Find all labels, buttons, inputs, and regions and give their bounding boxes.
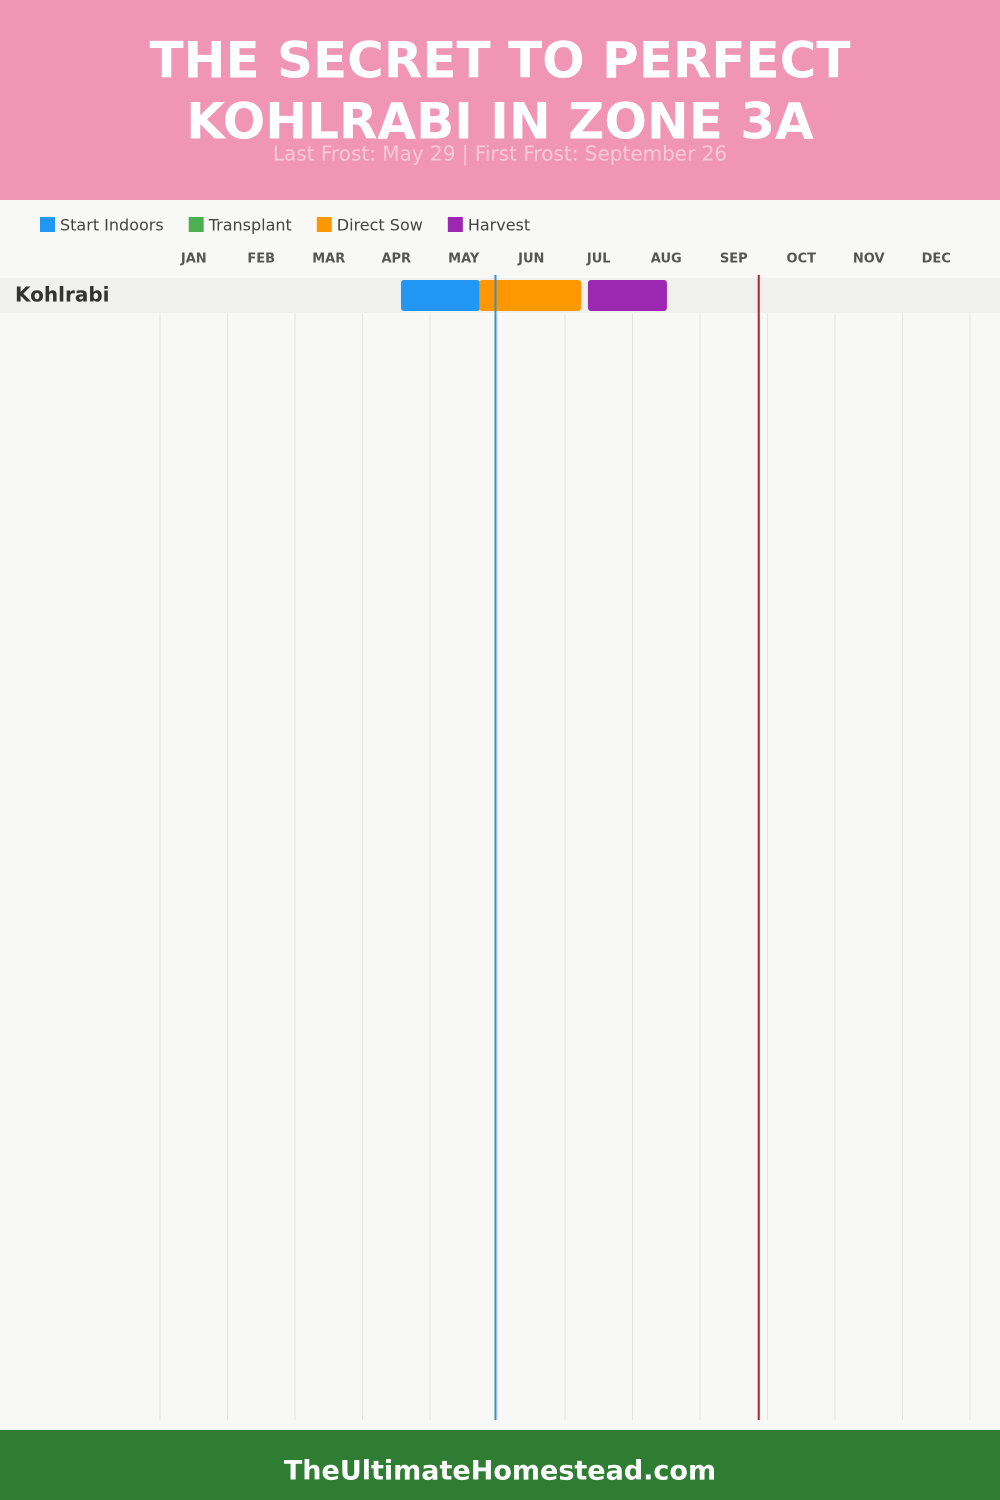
footer-bg bbox=[0, 1430, 1000, 1500]
legend-label: Transplant bbox=[208, 216, 292, 235]
task-bar bbox=[587, 280, 667, 311]
month-label: APR bbox=[381, 252, 411, 267]
month-label: MAY bbox=[448, 252, 480, 267]
task-bar bbox=[400, 280, 480, 311]
row-label: Kohlrabi bbox=[15, 283, 110, 307]
month-label: AUG bbox=[651, 252, 682, 267]
month-label: SEP bbox=[720, 252, 748, 267]
legend-swatch bbox=[40, 217, 55, 232]
month-label: FEB bbox=[247, 252, 275, 267]
footer-text: TheUltimateHomestead.com bbox=[284, 1456, 716, 1487]
legend-label: Direct Sow bbox=[337, 216, 423, 235]
legend-swatch bbox=[188, 217, 204, 232]
header-bg bbox=[0, 0, 1000, 200]
month-label: DEC bbox=[922, 252, 951, 267]
subtitle: Last Frost: May 29 | First Frost: Septem… bbox=[273, 142, 727, 166]
month-label: JAN bbox=[180, 252, 207, 267]
month-label: OCT bbox=[787, 252, 817, 267]
month-label: NOV bbox=[853, 252, 885, 267]
month-label: MAR bbox=[312, 252, 345, 267]
task-bar bbox=[479, 280, 582, 311]
title: THE SECRET TO PERFECT bbox=[150, 32, 851, 90]
month-label: JUL bbox=[586, 252, 611, 267]
month-label: JUN bbox=[517, 252, 544, 267]
legend-swatch bbox=[447, 217, 463, 232]
title: KOHLRABI IN ZONE 3A bbox=[186, 93, 814, 151]
legend-label: Harvest bbox=[468, 216, 530, 235]
legend-label: Start Indoors bbox=[60, 216, 164, 235]
legend-swatch bbox=[316, 217, 332, 232]
